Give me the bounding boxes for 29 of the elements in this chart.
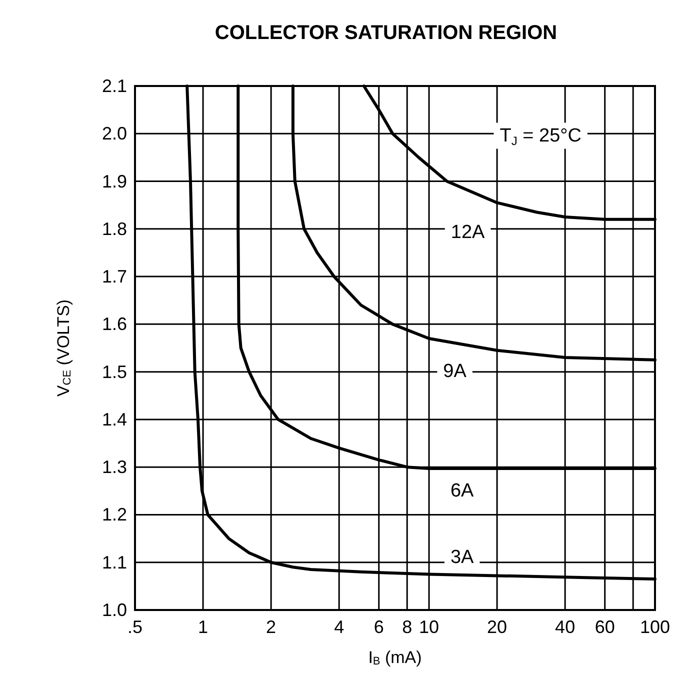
y-tick-label: 1.1 bbox=[102, 552, 127, 572]
y-tick-label: 2.0 bbox=[102, 124, 127, 144]
chart-title: COLLECTOR SATURATION REGION bbox=[214, 22, 558, 44]
y-tick-label: 1.2 bbox=[102, 504, 127, 525]
y-axis-title: VCE (VOLTS) bbox=[54, 299, 74, 397]
y-tick-label: 1.5 bbox=[102, 362, 127, 382]
x-tick-label: 8 bbox=[402, 617, 412, 637]
y-tick-label: 1.6 bbox=[102, 314, 127, 334]
annotation: 12A bbox=[450, 222, 486, 244]
y-tick-label: 2.1 bbox=[102, 76, 127, 96]
x-tick-label: 4 bbox=[334, 617, 344, 637]
x-tick-label: 40 bbox=[555, 617, 576, 637]
x-tick-label: 20 bbox=[487, 617, 508, 637]
y-tick-label: 1.8 bbox=[102, 218, 127, 239]
annotation: 3A bbox=[450, 547, 474, 568]
y-tick-label: 1.3 bbox=[102, 457, 127, 478]
y-tick-label: 1.7 bbox=[102, 266, 127, 287]
y-tick-label: 1.4 bbox=[102, 409, 127, 430]
y-tick-label: 1.0 bbox=[102, 600, 127, 620]
x-tick-label: 10 bbox=[419, 617, 440, 637]
x-tick-label: 1 bbox=[198, 617, 208, 637]
x-tick-label: 100 bbox=[640, 617, 670, 637]
x-tick-label: .5 bbox=[127, 617, 143, 637]
x-tick-label: 6 bbox=[374, 617, 384, 637]
x-tick-label: 60 bbox=[594, 617, 615, 637]
y-tick-label: 1.9 bbox=[102, 171, 127, 192]
x-tick-label: 2 bbox=[266, 617, 276, 637]
annotation: 6A bbox=[450, 480, 474, 502]
annotation: 9A bbox=[443, 361, 467, 382]
